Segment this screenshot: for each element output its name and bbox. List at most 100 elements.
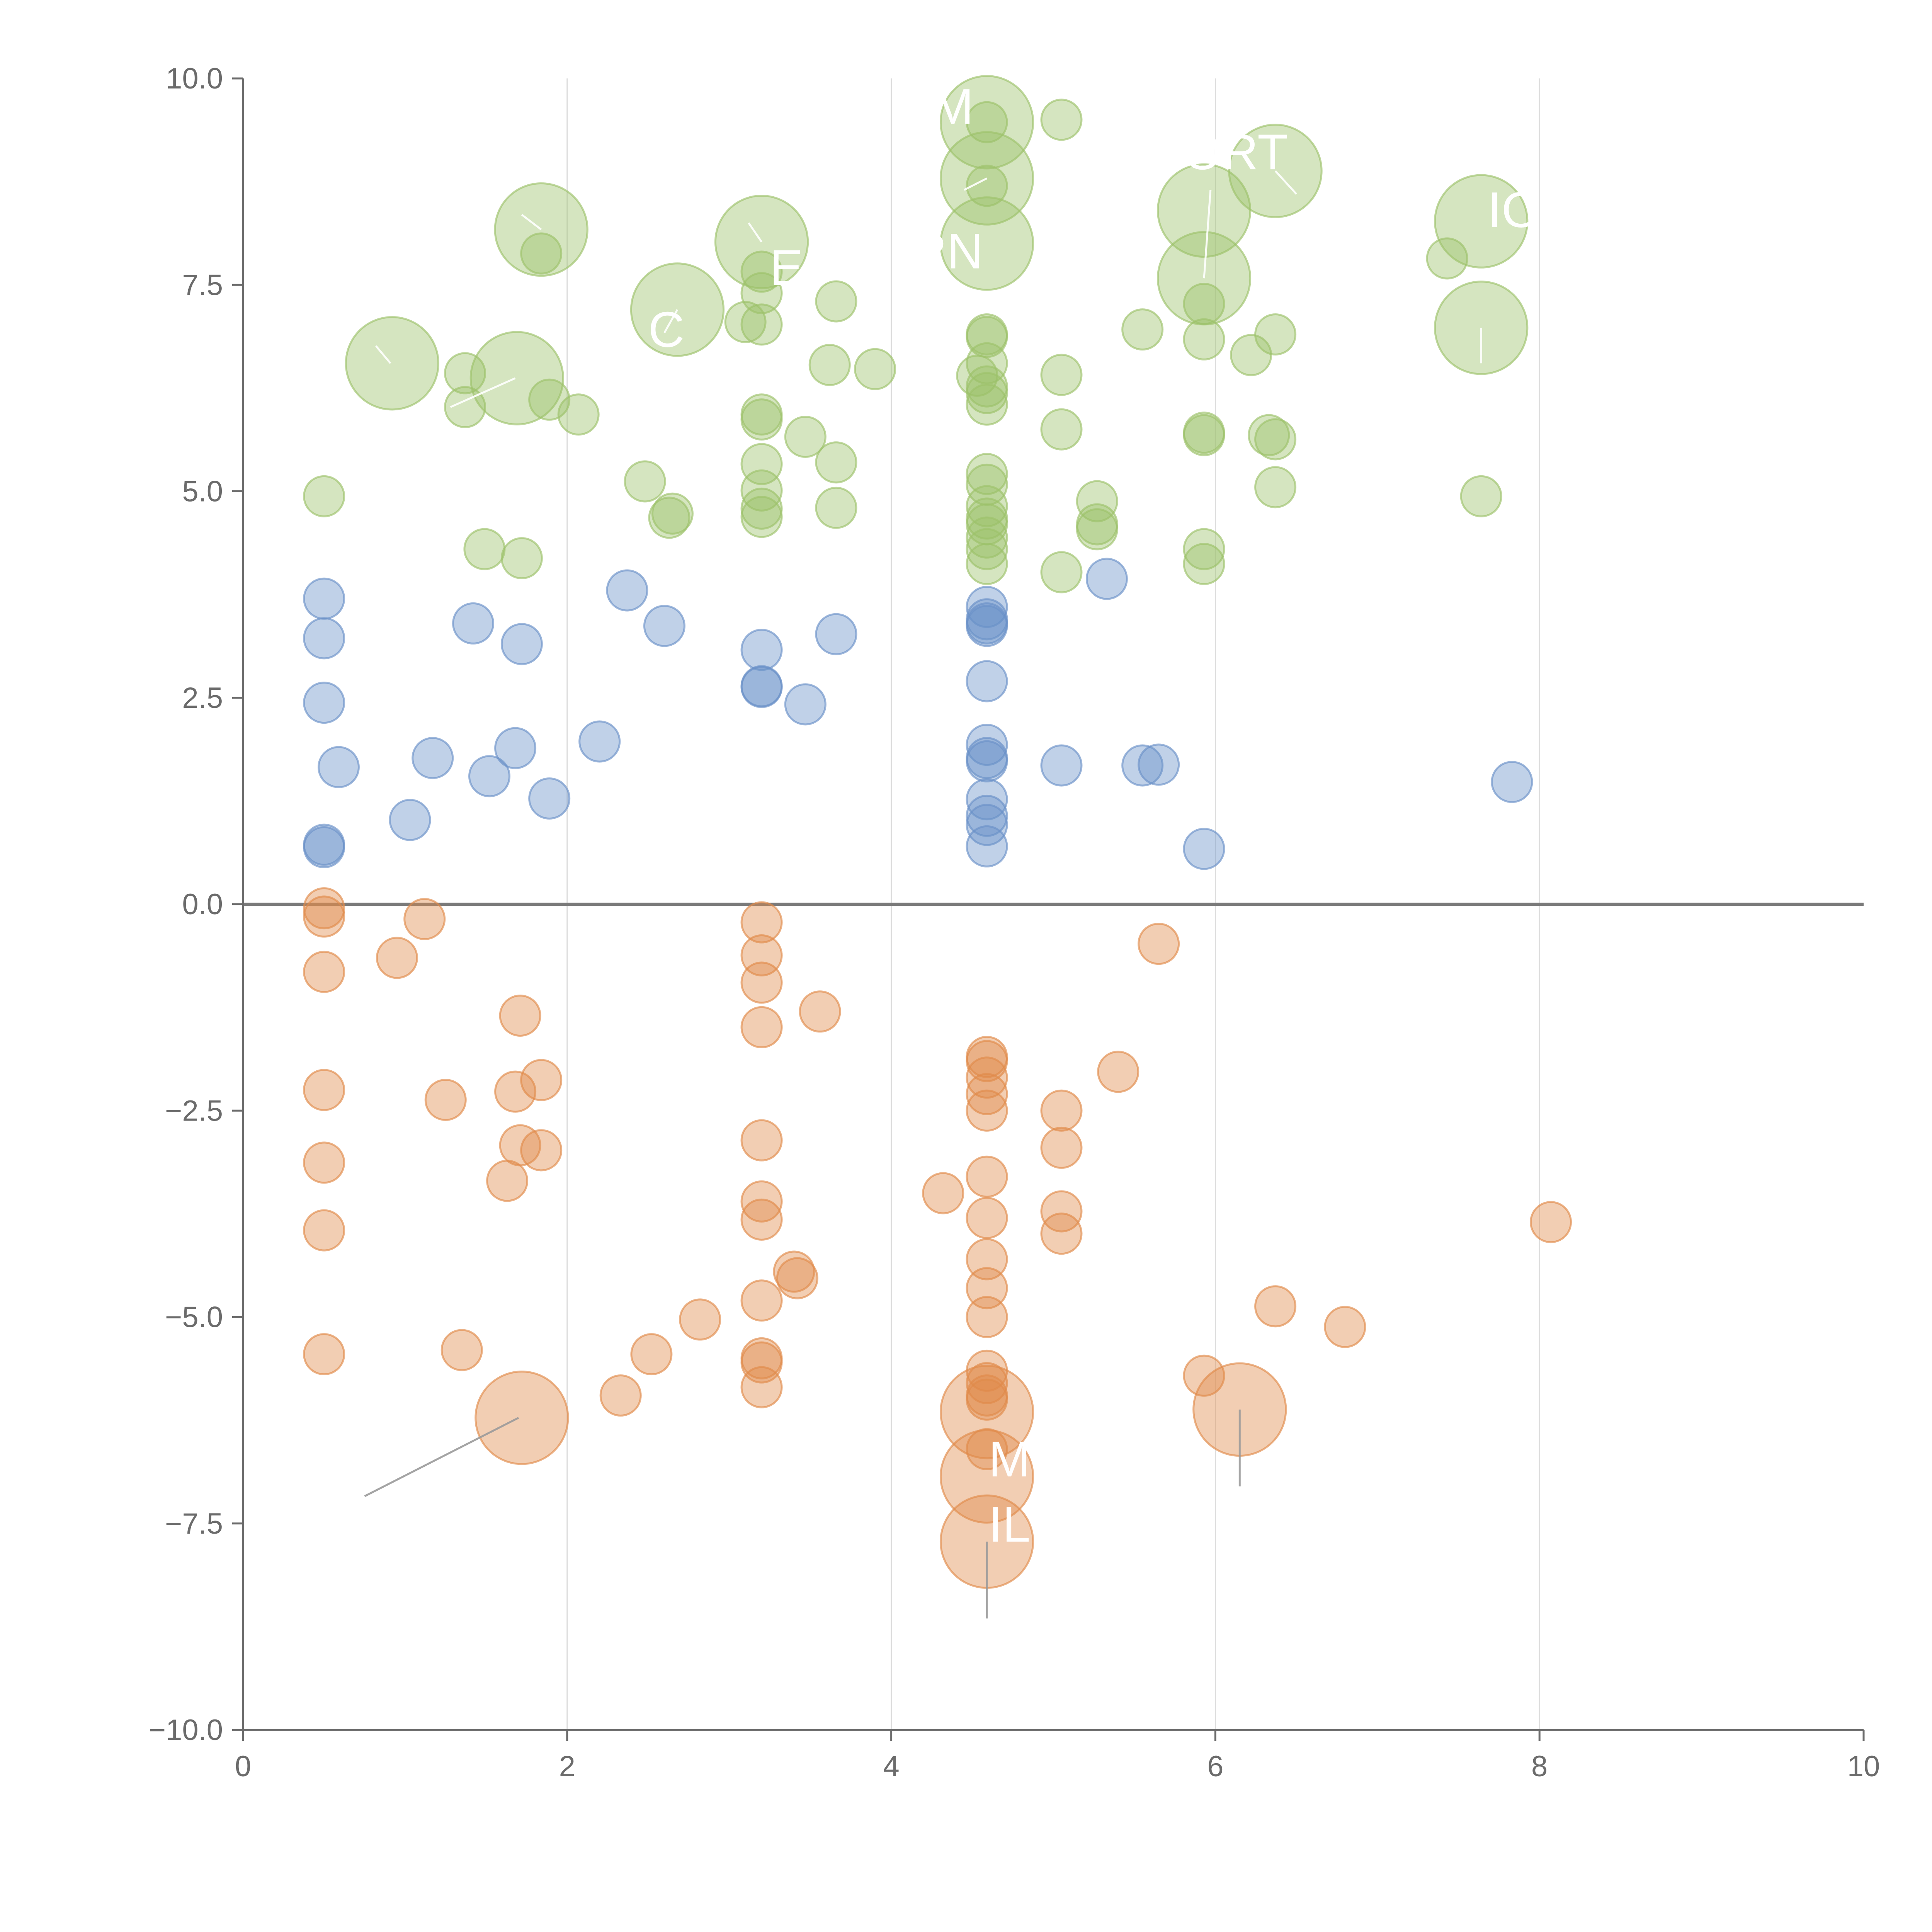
data-point-green [1460, 475, 1502, 517]
data-point-blue [740, 666, 783, 708]
data-point-orange [499, 1124, 541, 1167]
data-point-blue [412, 737, 454, 779]
data-point-orange [303, 1141, 345, 1184]
data-point-blue [303, 682, 345, 724]
data-point-orange [966, 1267, 1008, 1310]
annotation-leader-line [1274, 170, 1297, 195]
data-point-green [1183, 414, 1225, 456]
data-point-orange [740, 1279, 783, 1322]
x-tick-label: 4 [883, 1750, 899, 1783]
data-point-orange [740, 1119, 783, 1162]
x-tick-label: 0 [235, 1750, 251, 1783]
data-point-orange [403, 898, 446, 940]
data-point-green [463, 528, 506, 570]
data-point-blue [1040, 744, 1083, 787]
data-point-green [740, 398, 783, 441]
annotation-leader-line [375, 345, 391, 364]
data-point-green [740, 303, 783, 346]
data-point-blue [1121, 744, 1164, 787]
data-point-orange [1040, 1089, 1083, 1132]
data-point-green [740, 496, 783, 538]
data-point-orange [966, 1056, 1008, 1099]
data-point-orange [1254, 1285, 1297, 1328]
data-point-orange [303, 951, 345, 993]
data-point-orange [630, 1333, 673, 1376]
data-point-orange [499, 994, 541, 1037]
data-point-orange [599, 1374, 642, 1417]
data-point-orange [773, 1250, 815, 1293]
y-tick-label: −7.5 [165, 1507, 223, 1540]
data-point-green [966, 485, 1008, 527]
data-point-blue [784, 683, 827, 726]
data-point-green [815, 280, 857, 323]
data-point-green [939, 196, 1034, 291]
data-point-blue [528, 777, 571, 820]
x-tick-label: 10 [1847, 1750, 1880, 1783]
data-point-blue [966, 825, 1008, 867]
data-point-orange [966, 1238, 1008, 1281]
data-point-blue [389, 799, 431, 841]
leader-lines [364, 170, 1482, 1619]
data-point-green [784, 415, 827, 458]
data-point-green [520, 232, 563, 275]
data-point-orange [1040, 1213, 1083, 1255]
y-tick-label: 2.5 [182, 682, 223, 714]
data-point-blue [303, 577, 345, 620]
data-point-blue [966, 605, 1008, 647]
axes: 0 2 4 6 8 10 −10.0 −7.5 −5.0 −2.5 0.0 2.5 5.0 7.5 10.0 [149, 62, 1880, 1783]
data-point-green [966, 101, 1008, 143]
data-point-orange [799, 990, 841, 1033]
data-point-green [1040, 551, 1083, 594]
data-point-orange [966, 1073, 1008, 1116]
data-point-blue [966, 778, 1008, 821]
data-point-green [854, 348, 896, 390]
data-point-green [966, 528, 1008, 570]
data-point-blue [966, 804, 1008, 846]
data-point-orange [474, 1371, 569, 1465]
data-point-blue [966, 794, 1008, 837]
data-point-green [1183, 543, 1225, 585]
data-point-green [651, 492, 694, 535]
data-point-orange [740, 1180, 783, 1223]
data-point-green [1230, 334, 1272, 376]
data-point-blue [303, 617, 345, 660]
data-point-orange [966, 1040, 1008, 1082]
data-point-orange [740, 901, 783, 944]
data-point-blue [966, 586, 1008, 628]
annotation-label: C [648, 301, 685, 358]
data-point-orange [939, 1429, 1034, 1524]
annotation-leader-line [964, 177, 988, 191]
data-point-blue [500, 623, 543, 665]
data-point-green [303, 475, 345, 517]
data-point-green [557, 393, 600, 436]
annotation-leader-line [521, 214, 542, 231]
data-point-orange [966, 1362, 1008, 1404]
y-tick-label: 10.0 [166, 62, 223, 95]
data-point-orange [1530, 1201, 1572, 1243]
data-point-blue [740, 629, 783, 671]
annotation-label: IO [1488, 182, 1541, 238]
annotation-label: RN [911, 223, 983, 279]
x-tick-label: 6 [1207, 1750, 1223, 1783]
data-point-green [1254, 418, 1297, 461]
data-point-orange [1097, 1051, 1139, 1093]
data-point-green [966, 372, 1008, 414]
data-point-orange [679, 1298, 721, 1341]
data-point-green [966, 383, 1008, 426]
data-point-blue [303, 826, 345, 869]
data-point-orange [966, 1428, 1008, 1470]
data-point-orange [740, 1341, 783, 1384]
data-point-orange [966, 1197, 1008, 1239]
data-point-green [815, 486, 857, 529]
data-point-blue [468, 755, 510, 798]
data-point-blue [578, 720, 621, 763]
data-point-blue [815, 613, 857, 655]
data-point-orange [740, 1366, 783, 1408]
data-point-orange [1138, 923, 1180, 965]
data-point-orange [740, 1198, 783, 1241]
annotation-leader-line [1203, 190, 1212, 279]
data-point-green [1040, 354, 1083, 396]
data-point-green [815, 441, 857, 484]
data-point-orange [939, 1365, 1034, 1459]
